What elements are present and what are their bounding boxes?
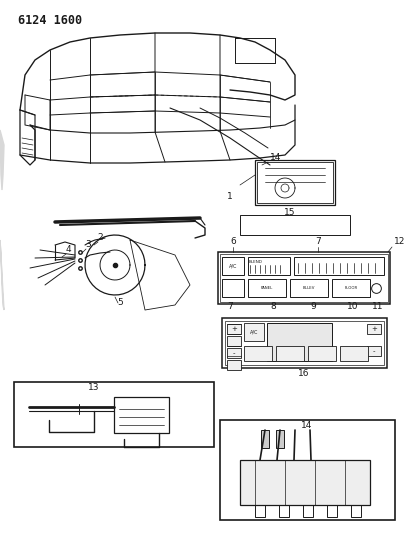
Bar [248, 257, 290, 275]
Bar [276, 346, 304, 361]
Text: BI-LEV: BI-LEV [303, 286, 315, 290]
Bar [227, 336, 241, 346]
Polygon shape [0, 240, 4, 310]
Bar [255, 160, 335, 205]
Polygon shape [0, 130, 4, 190]
Bar [222, 257, 244, 275]
Bar [294, 257, 384, 275]
Bar [227, 324, 241, 334]
Text: 15: 15 [284, 208, 296, 217]
Text: -: - [373, 348, 375, 354]
Text: 14: 14 [302, 421, 313, 430]
Text: -: - [233, 350, 235, 356]
Bar [235, 38, 275, 63]
Text: 11: 11 [372, 302, 384, 311]
Bar [276, 430, 284, 448]
Text: 13: 13 [88, 383, 100, 392]
Text: 6: 6 [230, 237, 236, 246]
Bar [367, 324, 381, 334]
Bar [220, 254, 388, 302]
Bar [279, 505, 289, 517]
Text: +: + [371, 326, 377, 332]
Text: 1: 1 [227, 192, 233, 201]
Bar [225, 321, 384, 365]
Text: BLEND: BLEND [249, 260, 263, 264]
Bar [227, 348, 241, 358]
Bar [220, 420, 395, 520]
Bar [267, 323, 332, 361]
Text: 10: 10 [347, 302, 359, 311]
Bar [248, 279, 286, 297]
Text: 5: 5 [117, 298, 123, 307]
Text: 7: 7 [315, 237, 321, 246]
Text: +: + [231, 326, 237, 332]
Bar [255, 505, 265, 517]
Bar [244, 346, 272, 361]
Text: 7: 7 [227, 302, 233, 311]
Bar [244, 323, 264, 341]
Bar [222, 318, 387, 368]
Bar [332, 279, 370, 297]
Bar [290, 279, 328, 297]
Text: A/C: A/C [250, 329, 258, 335]
Bar [351, 505, 361, 517]
Bar [257, 162, 333, 203]
Text: 9: 9 [310, 302, 316, 311]
Text: 14: 14 [270, 154, 282, 163]
Bar [308, 346, 336, 361]
Text: FLOOR: FLOOR [344, 286, 357, 290]
Bar [240, 460, 370, 505]
Bar [327, 505, 337, 517]
Text: PANEL: PANEL [261, 286, 273, 290]
Bar [114, 397, 169, 433]
Bar [261, 430, 269, 448]
Text: 12: 12 [394, 237, 406, 246]
Text: 8: 8 [270, 302, 276, 311]
Text: 3: 3 [85, 240, 91, 249]
Text: 4: 4 [65, 245, 71, 254]
Text: 6124 1600: 6124 1600 [18, 14, 82, 27]
Text: 2: 2 [97, 233, 103, 242]
Bar [303, 505, 313, 517]
Bar [367, 346, 381, 356]
Bar [222, 279, 244, 297]
Bar [218, 252, 390, 304]
Bar [227, 360, 241, 370]
Text: A/C: A/C [229, 263, 237, 269]
Text: 16: 16 [298, 369, 310, 378]
Bar [14, 382, 214, 447]
Bar [340, 346, 368, 361]
